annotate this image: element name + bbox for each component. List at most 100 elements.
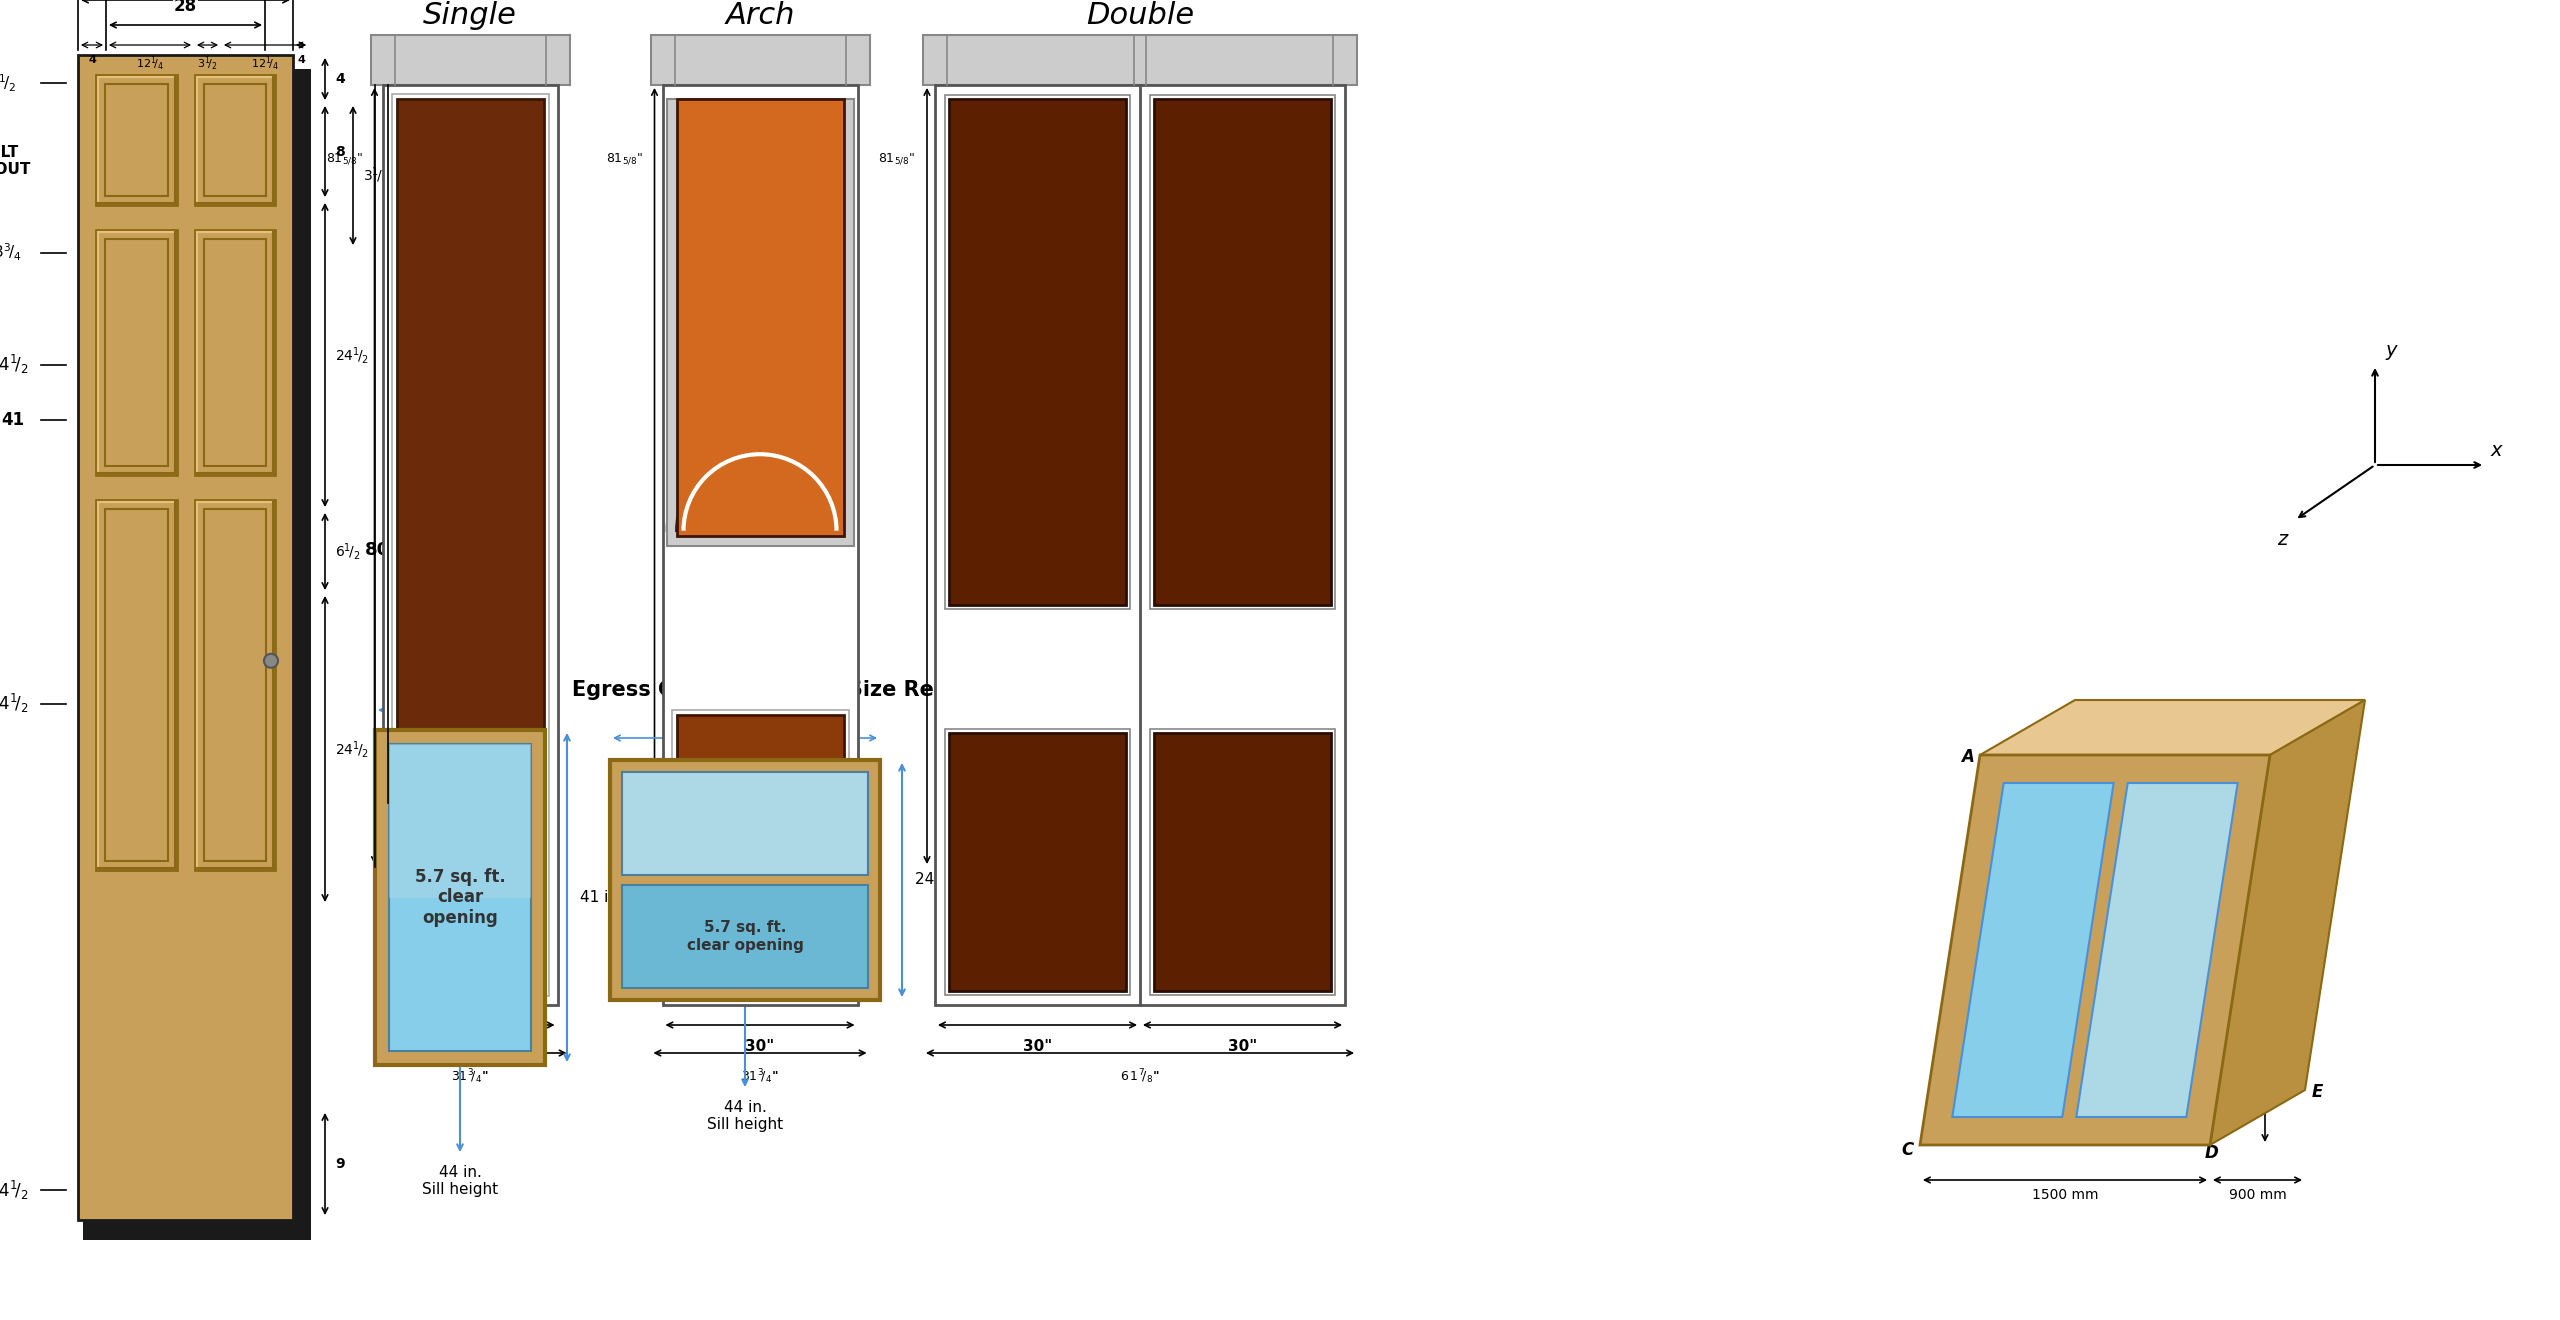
Text: 4: 4 <box>335 73 346 86</box>
Text: $12^1\!/_4$: $12^1\!/_4$ <box>251 55 279 74</box>
Text: C: C <box>1902 1140 1915 1159</box>
Bar <box>1149 95 1334 609</box>
Text: 44 in.
Sill height: 44 in. Sill height <box>707 1100 783 1133</box>
Bar <box>97 230 177 475</box>
Bar <box>950 99 1126 605</box>
Text: 24 in: 24 in <box>914 873 952 887</box>
Text: y: y <box>2386 341 2396 360</box>
Text: $13^3\!/_4$: $13^3\!/_4$ <box>0 242 23 263</box>
Text: $2^1\!/_2$: $2^1\!/_2$ <box>0 73 18 94</box>
Bar <box>202 239 266 466</box>
Bar <box>77 55 292 1220</box>
Text: z: z <box>2276 531 2286 549</box>
Circle shape <box>264 653 279 668</box>
Bar <box>1149 730 1334 995</box>
Wedge shape <box>676 447 842 531</box>
Polygon shape <box>1979 700 2365 755</box>
Bar <box>950 734 1126 991</box>
Text: 41 in.: 41 in. <box>581 890 622 906</box>
Text: $81_{5/8}$": $81_{5/8}$" <box>878 152 914 166</box>
Text: E: E <box>2312 1082 2322 1101</box>
Text: $6\,1^7\!/_8$": $6\,1^7\!/_8$" <box>1121 1067 1160 1085</box>
Bar <box>389 744 530 1051</box>
Text: 5.7 sq. ft.
clear opening: 5.7 sq. ft. clear opening <box>686 920 804 953</box>
Text: $81_{5/8}$": $81_{5/8}$" <box>607 152 643 166</box>
Text: $81_{5/8}$": $81_{5/8}$" <box>325 152 364 166</box>
Bar <box>945 730 1129 995</box>
Text: 30": 30" <box>1229 1039 1257 1053</box>
Text: A: A <box>1961 748 1974 766</box>
Bar <box>945 95 1129 609</box>
Text: $24^1\!/_2$: $24^1\!/_2$ <box>0 354 28 376</box>
Text: 1500 mm: 1500 mm <box>2033 1188 2099 1203</box>
Bar <box>371 36 568 84</box>
Bar <box>195 230 274 475</box>
Bar <box>934 84 1344 1005</box>
Text: $6^1\!/_2$: $6^1\!/_2$ <box>335 541 361 562</box>
Bar <box>666 99 852 545</box>
Polygon shape <box>1920 755 2271 1144</box>
Text: 30": 30" <box>456 1039 484 1053</box>
Bar <box>676 715 842 991</box>
Text: 4: 4 <box>297 55 305 65</box>
Text: 8: 8 <box>335 144 346 158</box>
Bar <box>389 744 530 898</box>
Bar <box>609 760 881 1001</box>
Text: B: B <box>2266 734 2278 752</box>
Wedge shape <box>666 437 852 531</box>
Bar <box>650 36 870 84</box>
Text: x: x <box>2491 441 2501 459</box>
Bar <box>105 84 166 195</box>
Bar <box>663 84 858 1005</box>
Bar <box>381 84 558 1005</box>
Text: $3^1\!/_2$: $3^1\!/_2$ <box>197 55 218 74</box>
Text: Egress Code: Minimum Size Requirements: Egress Code: Minimum Size Requirements <box>571 680 1068 700</box>
Text: 80": 80" <box>387 152 415 165</box>
Bar <box>97 75 177 205</box>
Text: Arch: Arch <box>724 1 794 30</box>
Bar <box>202 510 266 861</box>
Bar <box>105 510 166 861</box>
Bar <box>202 84 266 195</box>
Text: 5.7 sq. ft.
clear
opening: 5.7 sq. ft. clear opening <box>415 867 504 927</box>
Text: 9: 9 <box>335 1158 346 1171</box>
Bar <box>676 99 842 536</box>
Text: Double: Double <box>1085 1 1193 30</box>
Text: 20 in.: 20 in. <box>435 685 484 700</box>
Polygon shape <box>1953 783 2115 1117</box>
Text: 44 in.
Sill height: 44 in. Sill height <box>422 1166 499 1197</box>
Text: 80: 80 <box>364 541 389 558</box>
Bar <box>292 69 310 1234</box>
Bar <box>622 772 868 875</box>
Text: $3^1\!/_2$: $3^1\!/_2$ <box>364 165 389 186</box>
Bar <box>105 239 166 466</box>
Bar <box>1155 734 1331 991</box>
Text: 30": 30" <box>1024 1039 1052 1053</box>
Bar <box>392 94 548 997</box>
Text: 80": 80" <box>668 152 694 165</box>
Bar <box>1155 99 1331 605</box>
Bar <box>195 500 274 870</box>
Text: 30": 30" <box>745 1039 776 1053</box>
Text: $31^3\!/_4$": $31^3\!/_4$" <box>451 1067 489 1085</box>
Text: $74^1\!/_2$: $74^1\!/_2$ <box>0 1179 28 1201</box>
Text: $31^3\!/_4$": $31^3\!/_4$" <box>742 1067 778 1085</box>
Wedge shape <box>676 447 842 531</box>
Text: $24^1\!/_2$: $24^1\!/_2$ <box>335 345 369 366</box>
Polygon shape <box>2209 700 2365 1144</box>
Bar <box>924 36 1357 84</box>
Bar <box>397 99 543 991</box>
Text: $24^1\!/_2$: $24^1\!/_2$ <box>0 692 28 715</box>
Text: Single: Single <box>422 1 517 30</box>
Text: 80": 80" <box>940 152 968 165</box>
Text: 1500 mm: 1500 mm <box>2273 917 2286 983</box>
Text: $24^1\!/_2$: $24^1\!/_2$ <box>335 738 369 759</box>
Text: BOLT
LAYOUT: BOLT LAYOUT <box>0 145 31 177</box>
Text: 900 mm: 900 mm <box>2230 1188 2286 1203</box>
Bar <box>97 500 177 870</box>
Text: 28: 28 <box>174 0 197 15</box>
Text: D: D <box>2204 1144 2220 1162</box>
Bar <box>82 1220 310 1239</box>
Text: $12^1\!/_4$: $12^1\!/_4$ <box>136 55 164 74</box>
Polygon shape <box>2076 783 2237 1117</box>
